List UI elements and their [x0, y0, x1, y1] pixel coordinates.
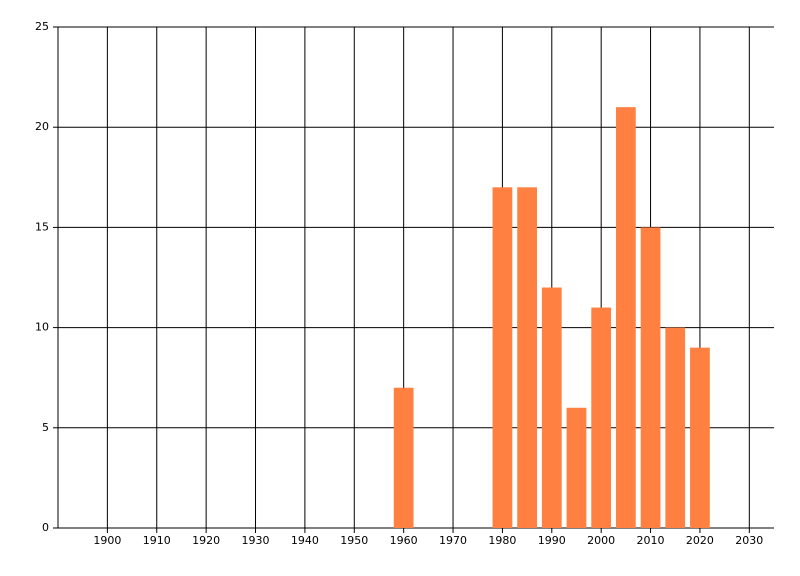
x-tick-label: 1930: [242, 534, 270, 547]
x-tick-label: 1910: [143, 534, 171, 547]
y-tick-label: 5: [42, 421, 49, 434]
y-tick-label: 15: [35, 220, 49, 233]
x-tick-label: 1950: [340, 534, 368, 547]
bar: [615, 107, 636, 528]
bar: [566, 407, 587, 528]
bar: [393, 387, 414, 528]
x-tick-label: 1900: [93, 534, 121, 547]
x-tick-label: 1940: [291, 534, 319, 547]
x-tick-label: 2030: [735, 534, 763, 547]
bar: [591, 307, 612, 528]
x-tick-label: 1980: [488, 534, 516, 547]
x-tick-label: 1970: [439, 534, 467, 547]
bar: [517, 187, 537, 528]
bar: [640, 227, 661, 528]
x-tick-label: 2010: [637, 534, 665, 547]
bar: [541, 287, 562, 528]
x-tick-label: 1920: [192, 534, 220, 547]
y-tick-label: 25: [35, 20, 49, 33]
y-tick-label: 20: [35, 120, 49, 133]
x-tick-label: 1960: [390, 534, 418, 547]
y-tick-label: 0: [42, 521, 49, 534]
x-tick-label: 2000: [587, 534, 615, 547]
y-tick-label: 10: [35, 321, 49, 334]
x-tick-label: 1990: [538, 534, 566, 547]
bar: [665, 327, 686, 528]
bar: [690, 347, 710, 528]
x-tick-label: 2020: [686, 534, 714, 547]
bar: [492, 187, 513, 528]
